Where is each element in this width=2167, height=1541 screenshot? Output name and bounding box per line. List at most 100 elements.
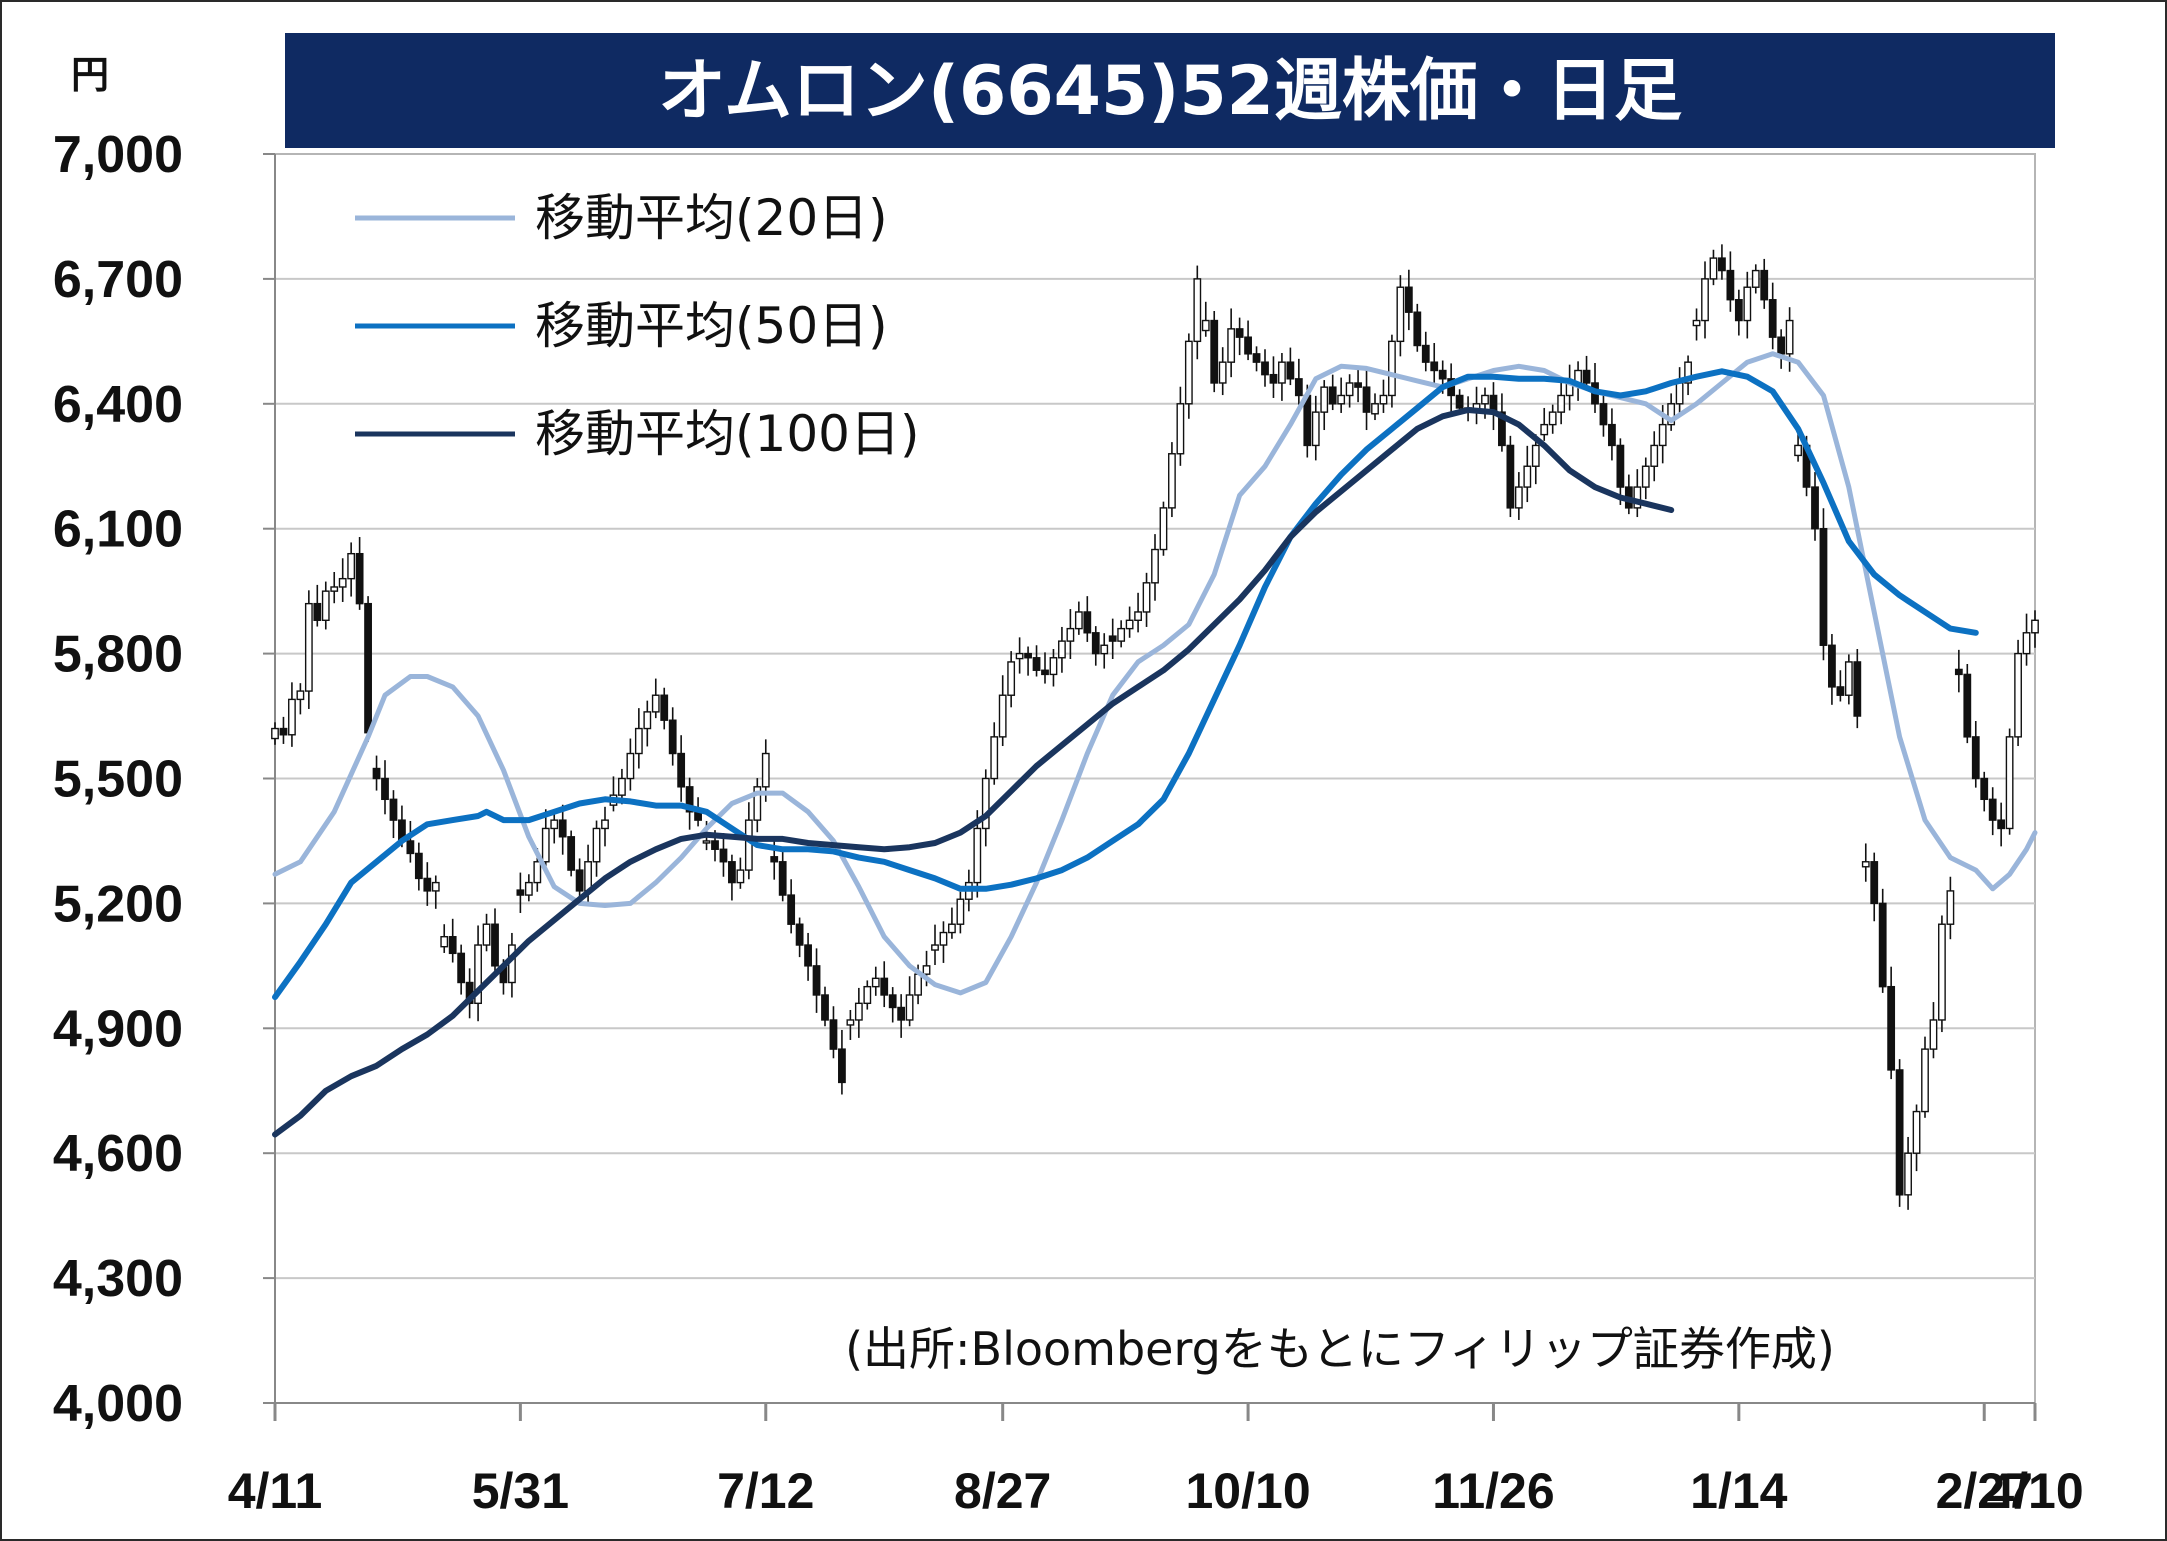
candle-body	[1134, 611, 1142, 621]
x-tick-label: 10/10	[1186, 1463, 1311, 1519]
candle-body	[1294, 378, 1303, 397]
candle-body	[1811, 486, 1819, 530]
candle-body	[660, 694, 669, 721]
legend-item-3: 移動平均(100日)	[355, 405, 919, 463]
candle-body	[1413, 311, 1422, 347]
candle-body	[1142, 582, 1151, 613]
candle-body	[1024, 652, 1032, 659]
legend-label: 移動平均(20日)	[535, 189, 888, 247]
y-tick-label: 6,100	[53, 501, 183, 559]
candle-body	[1531, 444, 1540, 467]
candle-body	[1971, 736, 1980, 780]
candle-body	[533, 861, 542, 884]
candle-body	[1244, 336, 1252, 355]
candle-body	[736, 869, 745, 884]
candle-body	[1007, 661, 1016, 696]
candle-body	[1015, 652, 1024, 660]
candle-body	[338, 577, 347, 588]
candle-body	[1684, 361, 1692, 384]
y-tick-label: 4,000	[53, 1375, 183, 1433]
candle-body	[1278, 361, 1286, 384]
candle-body	[491, 923, 499, 967]
candle-body	[744, 819, 753, 871]
candle-body	[2022, 632, 2031, 655]
candle-body	[1379, 394, 1388, 405]
candle-body	[728, 861, 736, 884]
candle-body	[1921, 1048, 1929, 1113]
candle-body	[550, 819, 559, 830]
candle-body	[677, 752, 686, 788]
candle-body	[1345, 382, 1354, 397]
candle-body	[1320, 386, 1329, 413]
candle-body	[1506, 444, 1515, 509]
candle-body	[321, 590, 330, 621]
candle-body	[1261, 361, 1269, 376]
candle-body	[1083, 611, 1092, 634]
candle-body	[567, 836, 576, 871]
candle-body	[1252, 353, 1261, 363]
candle-body	[787, 894, 796, 925]
x-tick-label: 1/14	[1690, 1463, 1788, 1519]
candle-body	[888, 994, 897, 1009]
candle-body	[1988, 798, 1997, 821]
candle-body	[668, 719, 677, 755]
candle-body	[431, 881, 440, 892]
candle-body	[905, 994, 914, 1021]
candle-body	[1108, 635, 1117, 642]
candle-body	[457, 952, 466, 984]
candle-body	[304, 602, 313, 692]
candle-body	[1523, 465, 1532, 488]
candle-body	[897, 1006, 906, 1021]
candle-body	[1041, 669, 1049, 676]
candle-body	[761, 752, 770, 788]
y-tick-label: 4,900	[53, 1000, 183, 1058]
candle-body	[821, 994, 829, 1021]
candle-body	[423, 877, 432, 892]
candle-body	[1557, 394, 1566, 413]
candle-body	[1548, 411, 1557, 426]
candlesticks	[271, 244, 2039, 1210]
title-background	[285, 33, 2055, 148]
candle-body	[364, 602, 372, 734]
candle-body	[880, 977, 889, 996]
candle-body	[998, 694, 1007, 738]
candle-body	[1819, 528, 1828, 646]
x-tick-label: 4/11	[228, 1463, 323, 1519]
candle-body	[1701, 278, 1709, 322]
candle-body	[1049, 657, 1058, 676]
candle-body	[838, 1048, 846, 1084]
candle-body	[1159, 507, 1168, 551]
candle-body	[406, 840, 415, 855]
candle-body	[685, 786, 694, 813]
candle-body	[279, 727, 288, 736]
candle-body	[1608, 423, 1616, 447]
candle-body	[1227, 328, 1236, 363]
candle-body	[1954, 668, 1963, 676]
candle-body	[1878, 902, 1887, 988]
candle-body	[990, 736, 999, 780]
candle-body	[1895, 1069, 1904, 1196]
candle-body	[753, 786, 762, 821]
x-tick-label: 8/27	[954, 1463, 1051, 1519]
moving-average-line-3	[272, 407, 1675, 1138]
candle-body	[1599, 403, 1608, 426]
candle-body	[634, 727, 643, 755]
candle-body	[2005, 736, 2014, 830]
candle-body	[558, 819, 567, 838]
candle-body	[1777, 336, 1786, 355]
candle-body	[1904, 1152, 1912, 1196]
candle-body	[1438, 369, 1447, 380]
candle-body	[2014, 652, 2022, 738]
candle-body	[1032, 657, 1041, 671]
legend-label: 移動平均(100日)	[535, 405, 919, 463]
candle-body	[973, 827, 982, 884]
candle-body	[795, 923, 804, 946]
candle-body	[1117, 627, 1126, 642]
x-tick-label: 4/10	[1986, 1463, 2083, 1519]
y-tick-label: 4,300	[53, 1250, 183, 1308]
candle-body	[812, 965, 821, 996]
candle-body	[1421, 344, 1430, 363]
legend-label: 移動平均(50日)	[535, 297, 888, 355]
candle-body	[1726, 269, 1735, 301]
